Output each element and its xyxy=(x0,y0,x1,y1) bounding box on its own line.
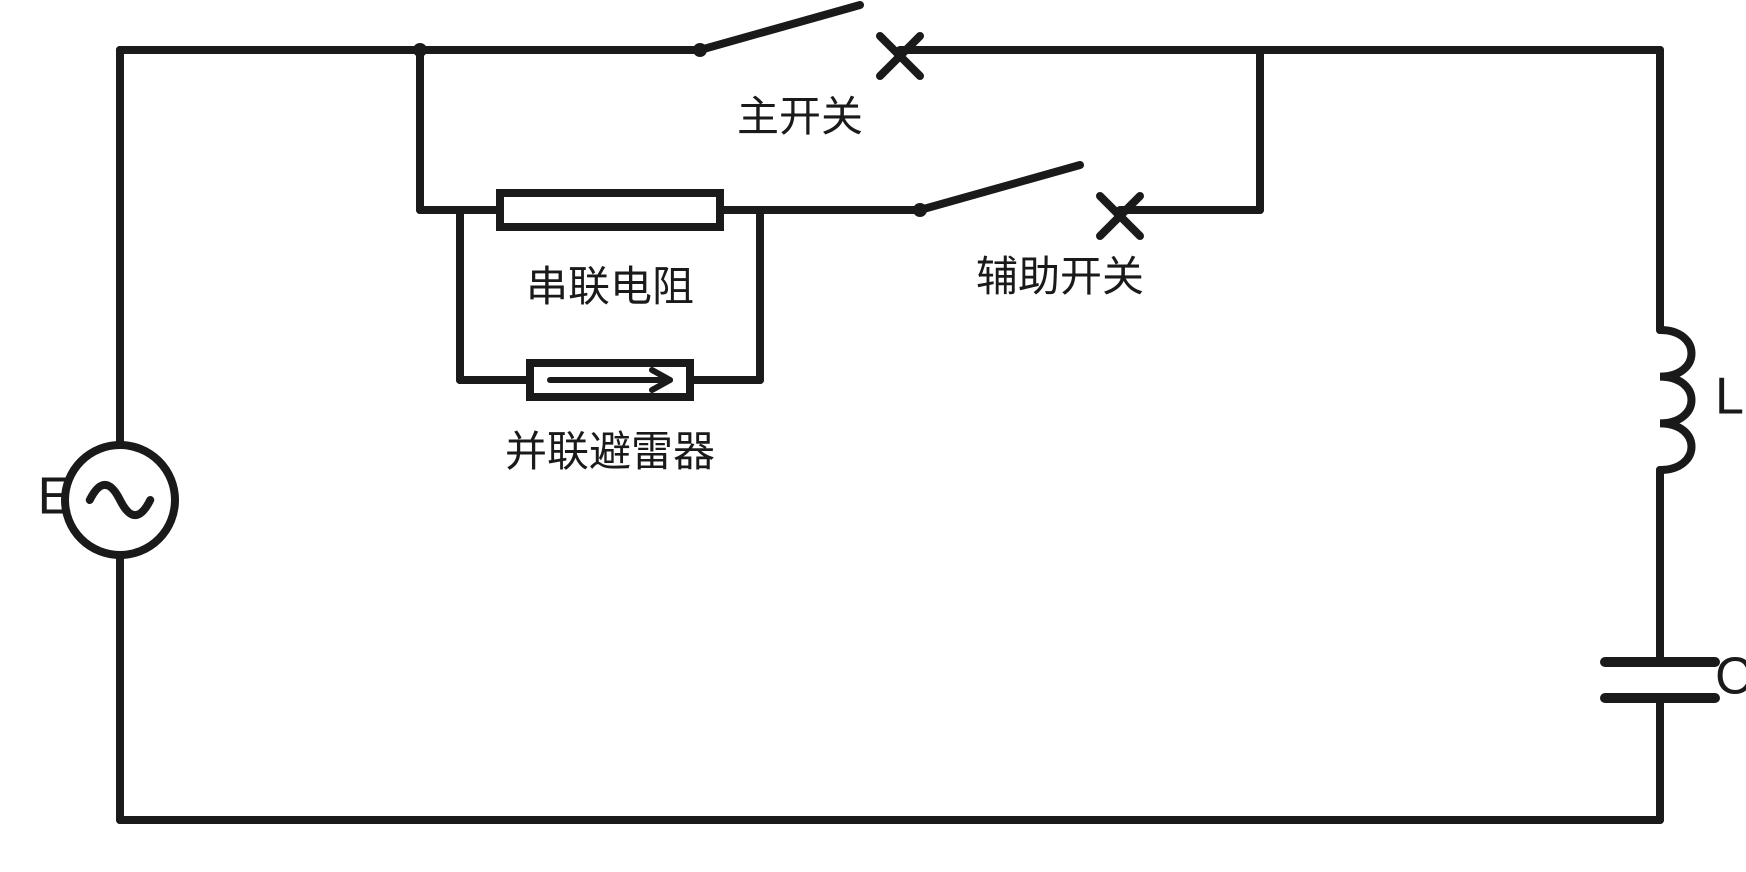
label-source: E xyxy=(38,468,73,526)
label-shunt-arrester: 并联避雷器 xyxy=(505,428,715,475)
label-aux-switch: 辅助开关 xyxy=(976,253,1144,300)
label-series-resistor: 串联电阻 xyxy=(526,263,694,310)
series-resistor xyxy=(500,193,720,227)
label-main-switch: 主开关 xyxy=(737,93,863,140)
label-capacitor: C xyxy=(1715,648,1746,706)
circuit-diagram: E L C 主开关辅助开关 串联电阻并联避雷器 xyxy=(0,0,1746,872)
label-inductor: L xyxy=(1715,368,1744,426)
